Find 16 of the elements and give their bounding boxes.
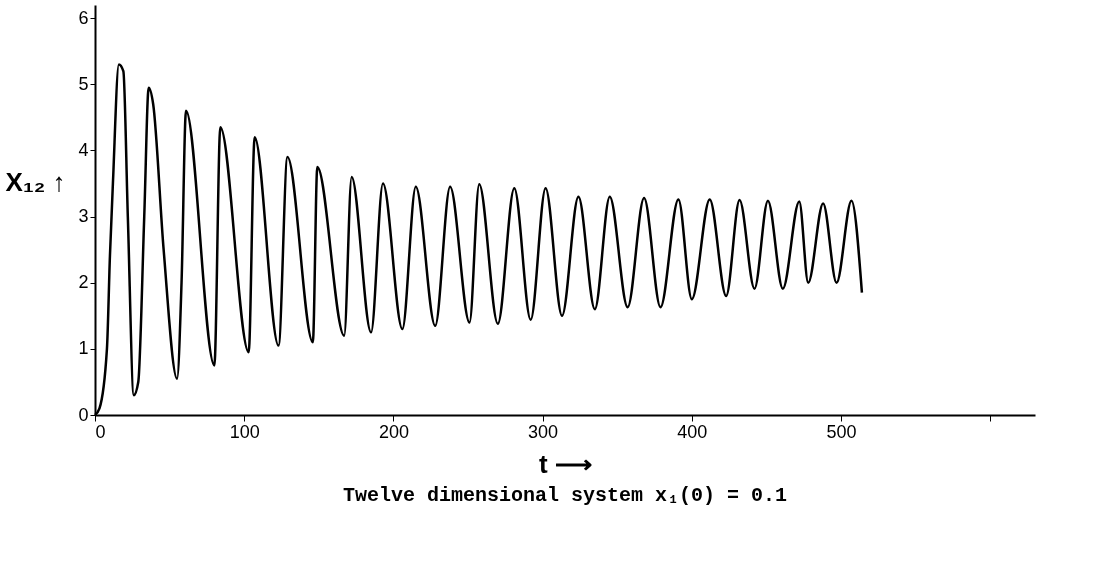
y-tick-label: 6: [78, 7, 89, 28]
x-tick-label: 400: [677, 421, 708, 442]
x-tick-label: 100: [229, 421, 260, 442]
x-tick-label: 500: [826, 421, 857, 442]
y-tick-label: 2: [78, 272, 89, 293]
y-tick-label: 3: [78, 206, 89, 227]
y-tick-label: 4: [78, 139, 89, 160]
x-tick-label: 0: [95, 421, 106, 442]
y-axis-title: X₁₂ ↑: [5, 166, 66, 197]
x-tick-label: 300: [528, 421, 559, 442]
y-tick-label: 0: [78, 404, 89, 425]
y-tick-label: 1: [78, 338, 89, 359]
x-tick-label: 200: [378, 421, 409, 442]
text: Twelve dimensional system x₁(0) = 0.1: [342, 484, 788, 507]
x-axis-title: t ⟶: [539, 448, 592, 479]
y-tick-label: 5: [78, 73, 89, 94]
